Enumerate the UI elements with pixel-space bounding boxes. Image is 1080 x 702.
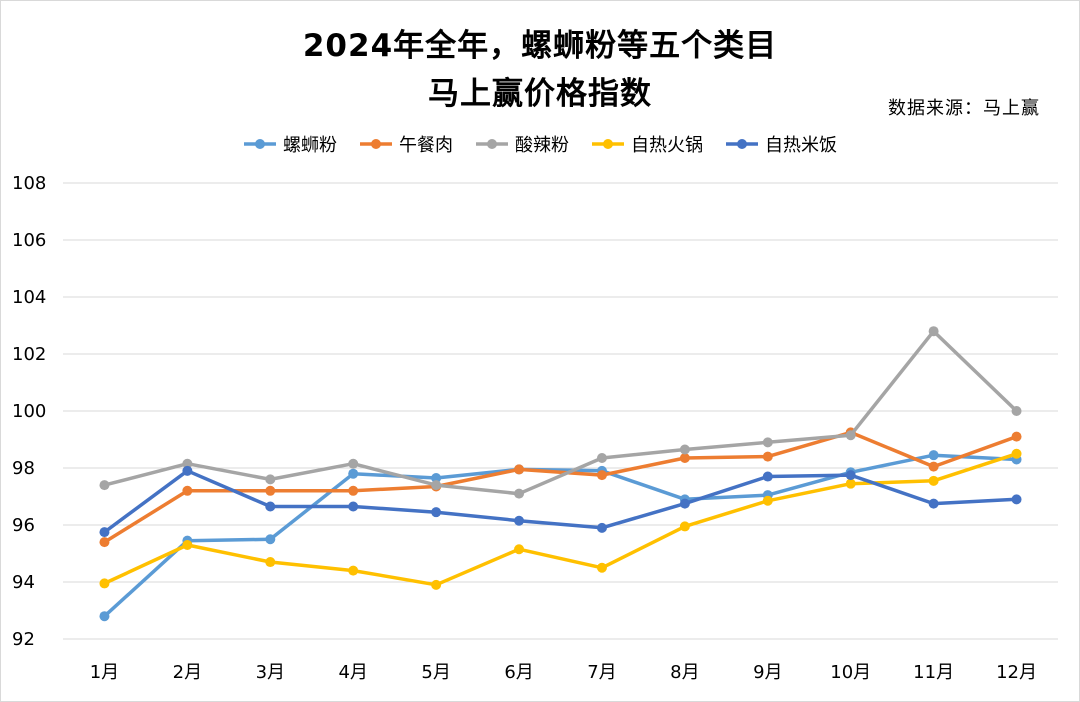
data-point xyxy=(514,464,525,475)
data-point xyxy=(762,495,773,506)
y-tick-label: 106 xyxy=(12,230,46,251)
data-point xyxy=(1011,494,1022,505)
data-point xyxy=(762,437,773,448)
data-point xyxy=(928,475,939,486)
x-tick-label: 12月 xyxy=(996,662,1037,683)
chart-title-line2: 马上赢价格指数 xyxy=(428,76,652,112)
data-point xyxy=(431,579,442,590)
data-point xyxy=(348,458,359,469)
data-point xyxy=(845,430,856,441)
data-point xyxy=(679,444,690,455)
legend-label: 午餐肉 xyxy=(399,135,453,156)
x-tick-label: 8月 xyxy=(670,662,699,683)
legend-marker-icon xyxy=(244,139,276,149)
data-point xyxy=(182,485,193,496)
chart-title-line1: 2024年全年，螺蛳粉等五个类目 xyxy=(302,28,778,64)
data-point xyxy=(762,451,773,462)
data-point xyxy=(182,465,193,476)
legend-label: 螺蛳粉 xyxy=(283,135,337,156)
data-point xyxy=(514,515,525,526)
legend-marker-icon xyxy=(726,139,758,149)
data-point xyxy=(99,527,110,538)
legend-item: 螺蛳粉 xyxy=(243,131,337,157)
data-point xyxy=(182,458,193,469)
data-point xyxy=(679,498,690,509)
data-point xyxy=(431,507,442,518)
legend-item: 自热火锅 xyxy=(591,131,703,157)
legend: 螺蛳粉 午餐肉 酸辣粉 自热火锅 自热米饭 xyxy=(0,131,1080,157)
data-point xyxy=(596,453,607,464)
x-tick-label: 7月 xyxy=(587,662,616,683)
x-tick-label: 11月 xyxy=(913,662,954,683)
x-tick-label: 9月 xyxy=(753,662,782,683)
x-tick-label: 10月 xyxy=(830,662,871,683)
data-point xyxy=(928,461,939,472)
data-point xyxy=(265,485,276,496)
legend-item: 午餐肉 xyxy=(359,131,453,157)
x-tick-label: 5月 xyxy=(421,662,450,683)
y-tick-label: 92 xyxy=(12,629,35,650)
data-point xyxy=(265,501,276,512)
data-point xyxy=(182,539,193,550)
legend-label: 自热米饭 xyxy=(765,135,837,156)
data-point xyxy=(99,578,110,589)
series-line-1 xyxy=(102,430,1019,544)
legend-item: 酸辣粉 xyxy=(475,131,569,157)
series-line-3 xyxy=(102,452,1019,587)
data-point xyxy=(514,544,525,555)
legend-marker-icon xyxy=(592,139,624,149)
data-point xyxy=(265,534,276,545)
data-point xyxy=(679,453,690,464)
y-tick-label: 98 xyxy=(12,458,35,479)
data-point xyxy=(431,480,442,491)
data-point xyxy=(928,326,939,337)
data-point xyxy=(265,474,276,485)
data-point xyxy=(845,478,856,489)
y-tick-label: 96 xyxy=(12,515,35,536)
data-point xyxy=(1011,406,1022,416)
data-point xyxy=(348,485,359,496)
data-point xyxy=(928,450,939,461)
data-point xyxy=(99,611,110,622)
data-point xyxy=(762,471,773,482)
data-point xyxy=(265,557,276,568)
data-point xyxy=(679,521,690,532)
legend-item: 自热米饭 xyxy=(725,131,837,157)
series-line-4 xyxy=(102,469,1019,534)
data-point xyxy=(348,501,359,512)
y-tick-label: 94 xyxy=(12,572,35,593)
data-point xyxy=(928,498,939,509)
data-point xyxy=(596,470,607,481)
x-tick-label: 6月 xyxy=(504,662,533,683)
data-point xyxy=(99,480,110,491)
x-tick-label: 3月 xyxy=(256,662,285,683)
legend-label: 自热火锅 xyxy=(631,135,703,156)
data-point xyxy=(348,565,359,576)
data-point xyxy=(596,562,607,573)
y-tick-label: 100 xyxy=(12,401,46,422)
legend-label: 酸辣粉 xyxy=(515,135,569,156)
data-point xyxy=(514,488,525,499)
series-line-0 xyxy=(102,453,1019,618)
data-source-note: 数据来源：马上赢 xyxy=(888,98,1040,119)
data-point xyxy=(348,468,359,479)
x-tick-label: 4月 xyxy=(338,662,367,683)
y-tick-label: 102 xyxy=(12,344,46,365)
data-point xyxy=(1011,431,1022,442)
legend-marker-icon xyxy=(476,139,508,149)
data-point xyxy=(99,537,110,548)
legend-marker-icon xyxy=(360,139,392,149)
data-point xyxy=(1011,448,1022,459)
x-tick-label: 2月 xyxy=(173,662,202,683)
data-point xyxy=(431,472,442,483)
y-tick-label: 104 xyxy=(12,287,46,308)
series-line-2 xyxy=(102,329,1019,496)
x-tick-label: 1月 xyxy=(90,662,119,683)
data-point xyxy=(596,522,607,533)
data-point xyxy=(845,470,856,481)
y-tick-label: 108 xyxy=(12,173,46,194)
